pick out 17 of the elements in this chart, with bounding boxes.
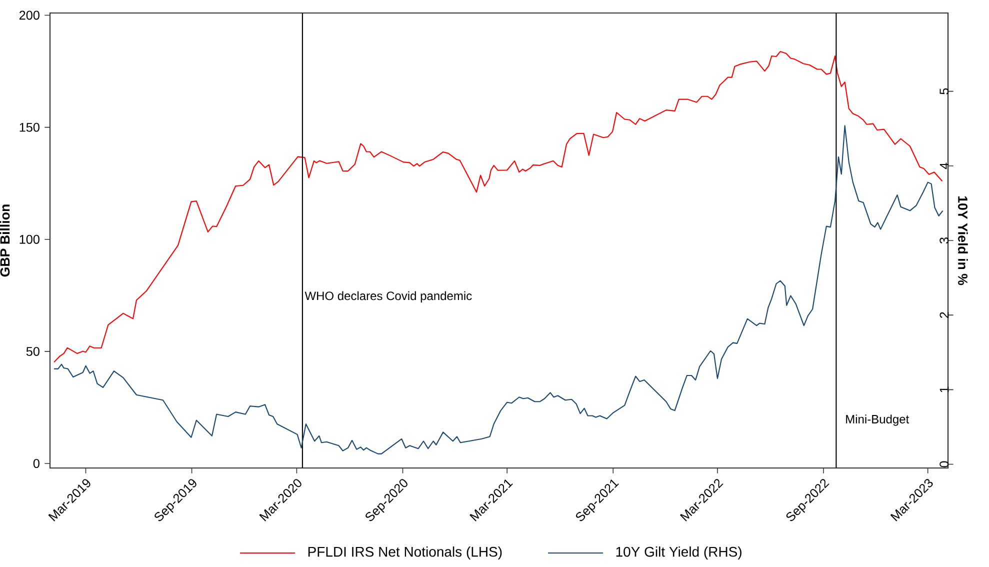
y2-tick-label: 1 (940, 386, 949, 392)
y2-tick-label: 5 (940, 88, 949, 94)
legend-label: 10Y Gilt Yield (RHS) (616, 546, 742, 560)
y-tick-label: 0 (33, 459, 40, 468)
y2-tick-label: 2 (940, 312, 949, 318)
y2-tick-label: 0 (940, 461, 949, 468)
y-axis-title: GBP Billion (0, 204, 10, 277)
ref-line-label: WHO declares Covid pandemic (304, 291, 472, 302)
y2-tick-label: 4 (940, 162, 949, 170)
y-tick-label: 50 (26, 346, 40, 356)
y2-tick-label: 3 (940, 238, 949, 244)
y2-axis-title: 10Y Yield in % (958, 196, 968, 286)
legend-label: PFLDI IRS Net Notionals (LHS) (308, 546, 502, 560)
y-tick-label: 150 (20, 122, 40, 132)
ref-line-label: Mini-Budget (846, 414, 910, 426)
y-tick-label: 200 (19, 10, 40, 20)
y-tick-label: 100 (20, 234, 40, 244)
